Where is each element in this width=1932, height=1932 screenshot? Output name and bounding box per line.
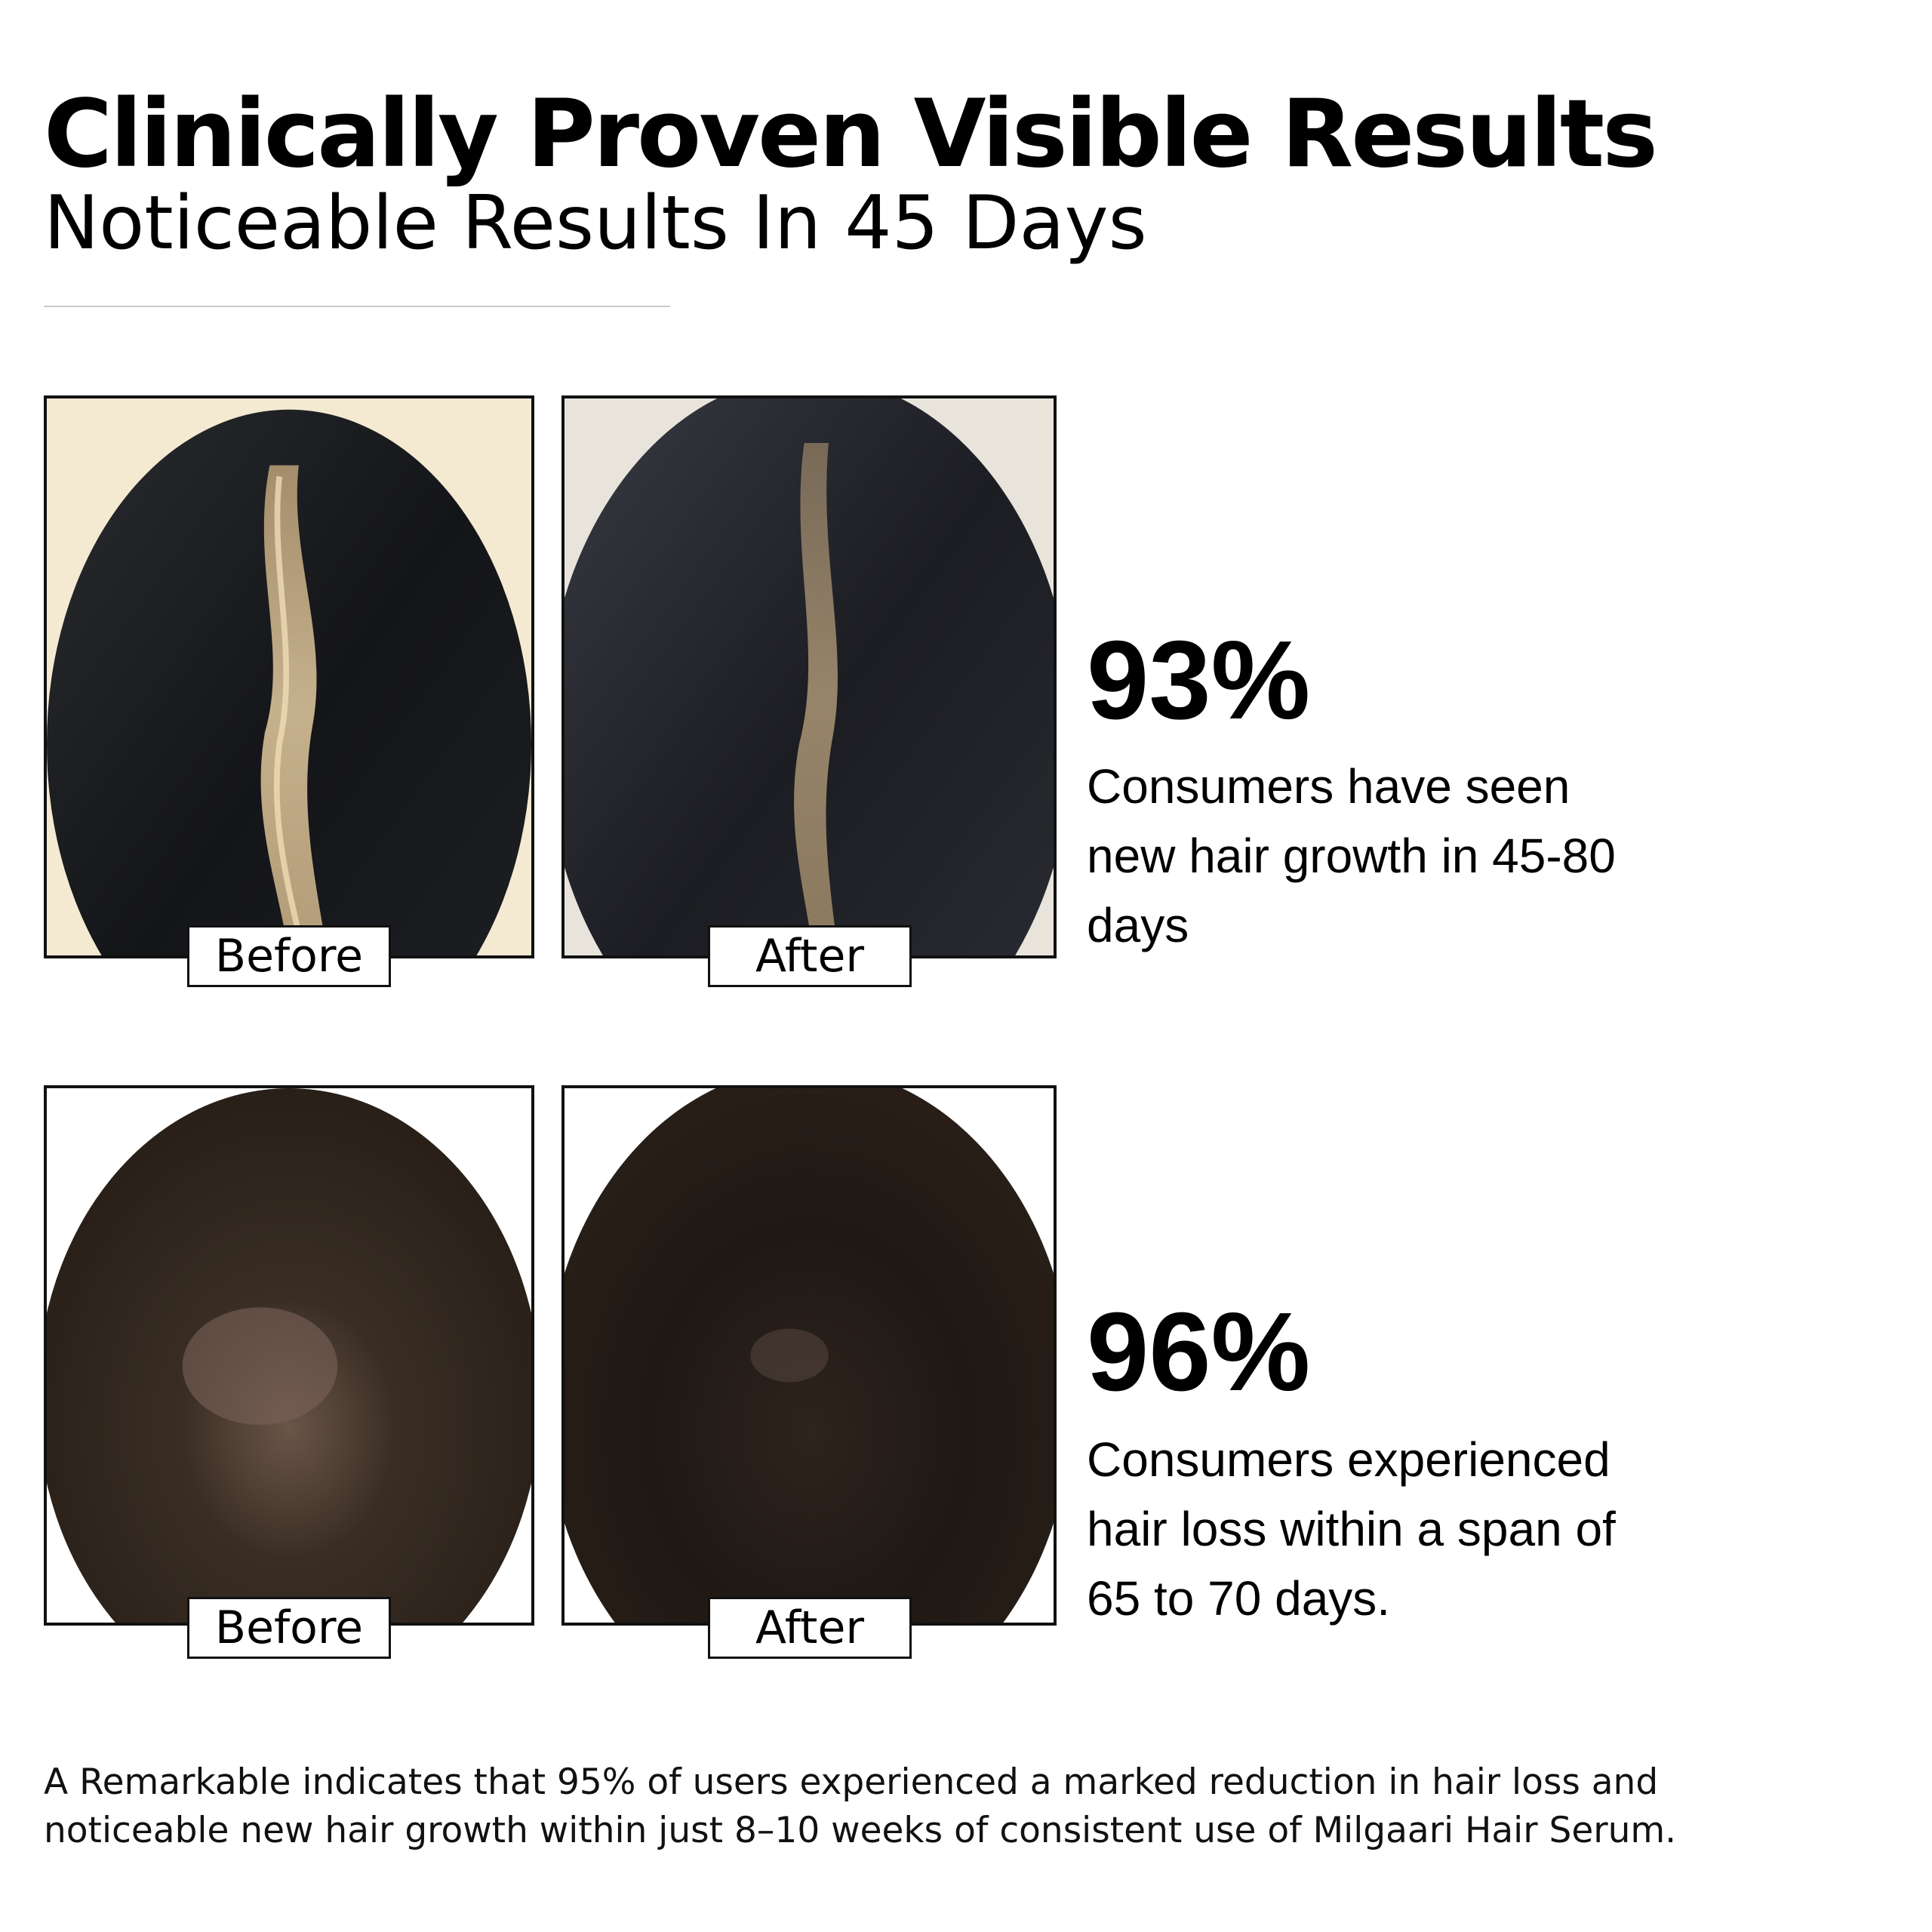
stat-value-2: 96% <box>1087 1290 1311 1414</box>
stat-caption-2: Consumers experienced hair loss within a… <box>1087 1432 1616 1626</box>
before-photo-2 <box>44 1085 534 1626</box>
before-photo-1 <box>44 395 534 958</box>
scalp-before-image-1 <box>47 398 531 955</box>
scalp-after-image-1 <box>565 398 1054 955</box>
title-divider <box>44 306 670 307</box>
footnote: A Remarkable indicates that 95% of users… <box>44 1761 1677 1851</box>
before-label-2: Before <box>187 1597 391 1659</box>
scalp-before-image-2 <box>47 1088 531 1623</box>
stat-value-1: 93% <box>1087 618 1311 743</box>
after-photo-1 <box>561 395 1057 958</box>
page-title: Clinically Proven Visible Results <box>44 80 1658 189</box>
page-subtitle: Noticeable Results In 45 Days <box>44 180 1147 266</box>
before-label-1: Before <box>187 925 391 987</box>
scalp-after-image-2 <box>565 1088 1054 1623</box>
after-photo-2 <box>561 1085 1057 1626</box>
after-label-1: After <box>708 925 912 987</box>
after-label-2: After <box>708 1597 912 1659</box>
stat-caption-1: Consumers have seen new hair growth in 4… <box>1087 759 1616 952</box>
